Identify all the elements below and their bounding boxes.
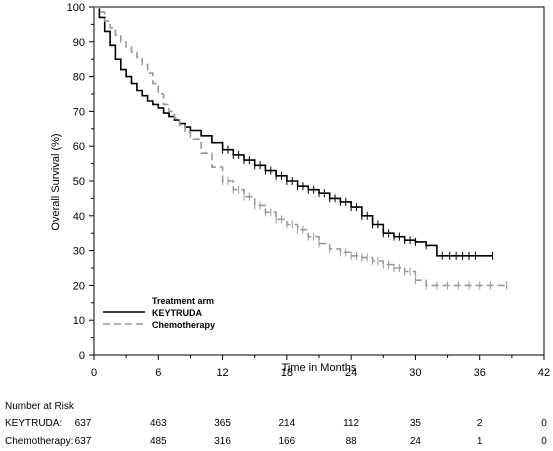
risk-value: 1	[476, 436, 483, 447]
y-tick-label: 70	[73, 106, 85, 118]
chart-axes: 0 10 20 30 40 50 60 70 80 90 100 0 6 12 18 24 30 36 42	[67, 2, 550, 379]
y-tick-label: 60	[73, 141, 85, 153]
y-tick-label: 0	[79, 350, 85, 362]
series-line-chemotherapy	[94, 6, 507, 287]
risk-value: 24	[409, 436, 421, 447]
x-tick-label: 18	[281, 367, 293, 379]
risk-value: 365	[214, 418, 231, 429]
risk-row-label: Chemotherapy:	[5, 436, 74, 447]
x-tick-label: 6	[155, 367, 161, 379]
risk-value: 214	[278, 418, 296, 429]
risk-value: 112	[343, 418, 360, 429]
y-tick-label: 40	[73, 211, 85, 223]
x-tick-label: 30	[409, 367, 421, 379]
risk-value: 166	[278, 436, 296, 447]
y-axis-label: Overall Survival (%)	[50, 133, 62, 230]
survival-curves	[94, 6, 507, 290]
y-tick-label: 50	[73, 176, 85, 188]
legend-entry-chemotherapy: Chemotherapy	[152, 320, 215, 330]
risk-value: 2	[476, 418, 483, 429]
y-tick-label: 80	[73, 72, 85, 84]
risk-value: 485	[149, 436, 167, 447]
x-tick-label: 42	[538, 367, 550, 379]
risk-value: 637	[74, 418, 92, 429]
legend-title: Treatment arm	[152, 296, 214, 306]
legend-entry-keytruda: KEYTRUDA	[152, 308, 203, 318]
risk-value: 0	[541, 436, 547, 447]
y-tick-label: 30	[73, 246, 85, 258]
risk-value: 316	[214, 436, 231, 447]
x-tick-label: 12	[216, 367, 228, 379]
y-tick-label: 90	[73, 37, 85, 49]
chart-legend: Treatment arm KEYTRUDA Chemotherapy	[103, 296, 215, 330]
risk-row-label: KEYTRUDA:	[5, 418, 63, 429]
y-tick-label: 20	[73, 280, 85, 292]
x-axis-label: Time in Months	[282, 362, 357, 374]
risk-value: 35	[409, 418, 421, 429]
risk-value: 637	[74, 436, 92, 447]
risk-value: 0	[541, 418, 547, 429]
risk-table-title: Number at Risk	[5, 401, 74, 412]
x-tick-label: 24	[345, 367, 357, 379]
series-line-keytruda	[94, 6, 493, 257]
risk-value: 88	[345, 436, 357, 447]
survival-chart: 0 10 20 30 40 50 60 70 80 90 100 0 6 12 18 24 30 36 42 Tre…	[50, 2, 550, 379]
x-tick-label: 36	[474, 367, 486, 379]
x-tick-label: 0	[91, 367, 97, 379]
risk-value: 463	[149, 418, 167, 429]
y-tick-label: 100	[67, 2, 85, 14]
y-tick-label: 10	[73, 315, 85, 327]
